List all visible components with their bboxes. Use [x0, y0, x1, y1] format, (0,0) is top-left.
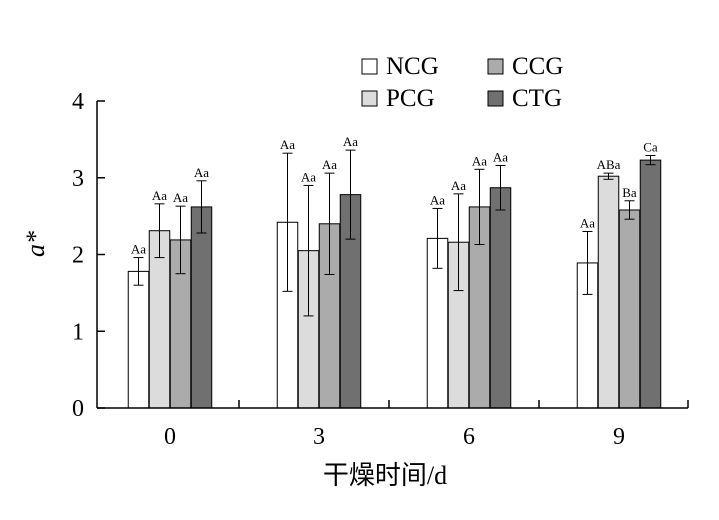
significance-label: Aa — [280, 137, 295, 152]
x-tick-label: 6 — [463, 424, 475, 450]
y-axis-title: a* — [21, 231, 50, 257]
legend-label: NCG — [386, 53, 439, 80]
significance-label: Aa — [493, 149, 508, 164]
significance-label: Aa — [451, 178, 466, 193]
bar — [190, 206, 213, 409]
legend-swatch — [487, 90, 504, 107]
x-tick-label: 3 — [313, 424, 325, 450]
legend-swatch — [487, 58, 504, 75]
significance-label: Aa — [322, 157, 337, 172]
bars-layer — [127, 149, 662, 409]
y-tick-label: 1 — [72, 319, 84, 345]
significance-label: Aa — [472, 153, 487, 168]
significance-label: ABa — [597, 157, 621, 172]
x-axis-title: 干燥时间/d — [323, 461, 447, 490]
significance-label: Aa — [131, 242, 146, 257]
significance-label: Aa — [173, 190, 188, 205]
axes-layer — [96, 100, 689, 409]
y-tick-label: 4 — [72, 89, 84, 115]
bar — [618, 209, 641, 409]
legend: NCG PCG CCG CTG — [361, 53, 563, 112]
bar — [597, 175, 620, 409]
legend-label: CTG — [512, 85, 562, 112]
significance-label: Aa — [343, 134, 358, 149]
legend-label: PCG — [386, 85, 435, 112]
y-tick-label: 0 — [72, 396, 84, 422]
legend-swatch — [361, 58, 378, 75]
significance-label: Aa — [430, 192, 445, 207]
significance-label: Ba — [622, 185, 637, 200]
bar — [127, 270, 150, 409]
significance-label: Aa — [301, 169, 316, 184]
x-tick-label: 9 — [613, 424, 625, 450]
significance-label: Ca — [643, 139, 658, 154]
bar — [639, 159, 662, 409]
y-tick-label: 2 — [72, 243, 84, 269]
significance-label: Aa — [152, 188, 167, 203]
y-tick-label: 3 — [72, 166, 84, 192]
bar — [489, 187, 512, 409]
legend-swatch — [361, 90, 378, 107]
significance-label: Aa — [580, 215, 595, 230]
significance-label: Aa — [194, 165, 209, 180]
x-tick-label: 0 — [164, 424, 176, 450]
legend-label: CCG — [512, 53, 563, 80]
